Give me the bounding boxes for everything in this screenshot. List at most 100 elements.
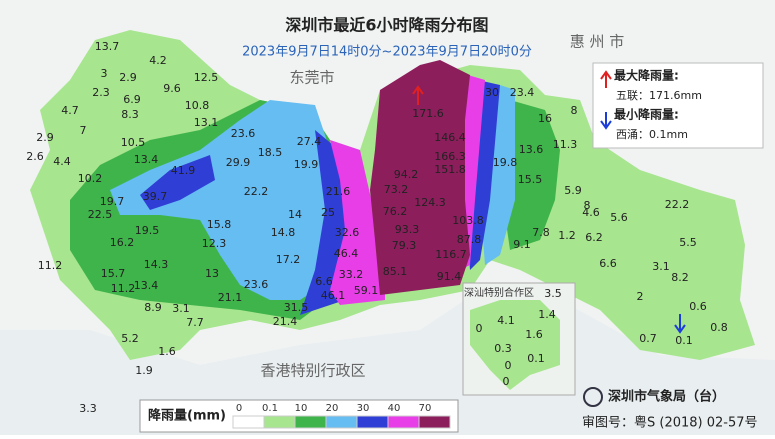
station-value: 3.3 [79, 402, 97, 415]
station-value: 2.6 [26, 150, 44, 163]
agency-logo [583, 387, 603, 407]
station-value: 13.7 [95, 40, 120, 53]
station-value: 17.2 [276, 253, 301, 266]
station-value: 6.9 [123, 93, 141, 106]
legend-swatch [232, 415, 265, 429]
min-value: 西涌：0.1mm [616, 128, 688, 141]
station-value: 8 [584, 199, 591, 212]
station-value: 5.2 [121, 332, 139, 345]
station-value: 7 [80, 124, 87, 137]
agency: 深圳市气象局（台） [608, 389, 725, 405]
station-value: 33.2 [339, 268, 364, 281]
station-value: 4.1 [497, 314, 515, 327]
station-value: 14.8 [271, 226, 296, 239]
station-value: 11.3 [553, 138, 578, 151]
max-label: 最大降雨量: [614, 68, 679, 83]
station-value: 79.3 [392, 239, 417, 252]
station-value: 15.8 [207, 218, 232, 231]
station-value: 15.5 [518, 173, 543, 186]
min-station-arrow [674, 314, 686, 334]
legend-swatch [387, 415, 420, 429]
station-value: 39.7 [143, 190, 168, 203]
region-maroon [370, 60, 470, 295]
station-value: 171.6 [412, 107, 444, 120]
station-value: 1.6 [158, 345, 176, 358]
station-value: 9.6 [163, 82, 181, 95]
legend-tick-label: 10 [295, 403, 308, 414]
legend-tick-label: 40 [388, 403, 401, 414]
station-value: 1.6 [525, 328, 543, 341]
station-value: 103.8 [452, 214, 484, 227]
station-value: 0.3 [494, 342, 512, 355]
station-value: 2 [637, 290, 644, 303]
station-value: 116.7 [435, 248, 467, 261]
station-value: 9.1 [513, 238, 531, 251]
legend-tick-label: 0.1 [262, 403, 278, 414]
region-light-blue [110, 100, 330, 300]
station-value: 16 [538, 112, 552, 125]
station-value: 10.5 [121, 136, 146, 149]
region-magenta [330, 140, 385, 305]
station-value: 12.5 [194, 71, 219, 84]
legend-tick-label: 30 [357, 403, 370, 414]
station-value: 19.5 [135, 224, 160, 237]
station-value: 8.2 [671, 271, 689, 284]
station-value: 8.9 [144, 301, 162, 314]
station-value: 2.9 [36, 131, 54, 144]
station-value: 0.8 [710, 321, 728, 334]
station-value: 19.8 [493, 156, 518, 169]
subtitle: 2023年9月7日14时0分~2023年9月7日20时0分 [242, 45, 532, 60]
station-value: 93.3 [395, 223, 420, 236]
legend-title: 降雨量(mm) [148, 408, 226, 424]
station-value: 87.8 [457, 233, 482, 246]
station-value: 4.4 [53, 155, 71, 168]
region-blue-band [300, 130, 345, 315]
station-value: 3.1 [172, 302, 190, 315]
place-label: 惠 州 市 [570, 33, 625, 51]
station-value: 29.9 [226, 156, 251, 169]
station-value: 6.6 [599, 257, 617, 270]
station-value: 94.2 [394, 168, 419, 181]
region-light-blue-east [480, 85, 515, 265]
station-value: 27.4 [297, 135, 322, 148]
station-value: 13 [205, 267, 219, 280]
station-value: 32.6 [335, 226, 360, 239]
station-value: 2.3 [92, 86, 110, 99]
extremes-box [592, 62, 764, 149]
station-value: 6.6 [315, 275, 333, 288]
station-value: 1.9 [135, 364, 153, 377]
station-value: 18.5 [258, 146, 283, 159]
station-value: 8 [571, 104, 578, 117]
legend-tick-label: 0 [236, 403, 242, 414]
station-value: 13.1 [194, 116, 219, 129]
station-value: 76.2 [383, 205, 408, 218]
station-value: 73.2 [384, 183, 409, 196]
place-label: 香港特别行政区 [260, 362, 365, 380]
legend-swatch [356, 415, 389, 429]
station-value: 0.6 [689, 300, 707, 313]
region-blue [140, 155, 215, 210]
station-value: 22.2 [665, 198, 690, 211]
legend-tick-label: 20 [326, 403, 339, 414]
station-value: 19.9 [294, 158, 319, 171]
station-value: 21.4 [273, 315, 298, 328]
station-value: 22.2 [244, 185, 269, 198]
station-value: 12.3 [202, 237, 227, 250]
station-value: 19.7 [100, 195, 125, 208]
station-value: 3.1 [652, 260, 670, 273]
station-value: 14.3 [144, 258, 169, 271]
station-value: 0.1 [675, 334, 693, 347]
station-value: 25 [321, 206, 335, 219]
station-value: 91.4 [437, 270, 462, 283]
station-value: 8.3 [121, 108, 139, 121]
max-value: 五联：171.6mm [616, 89, 702, 102]
station-value: 10.2 [78, 172, 103, 185]
inset-land [470, 300, 560, 390]
station-value: 46.1 [321, 289, 346, 302]
station-value: 166.3 [434, 150, 466, 163]
max-arrow [600, 70, 612, 88]
legend-swatch [325, 415, 358, 429]
legend-swatch [263, 415, 296, 429]
max-station-arrow [412, 85, 424, 105]
